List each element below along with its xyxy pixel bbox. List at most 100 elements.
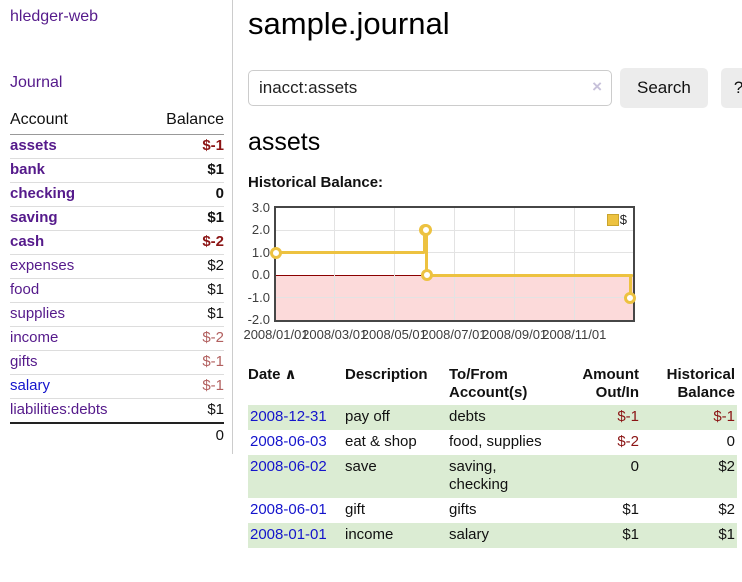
- y-axis-tick-label: -2.0: [247, 312, 270, 327]
- account-row: gifts $-1: [10, 350, 224, 375]
- help-button[interactable]: ?: [720, 68, 742, 108]
- account-name-cell: cash: [10, 230, 145, 255]
- gridline: [276, 297, 633, 299]
- transaction-date-link[interactable]: 2008-12-31: [250, 408, 327, 425]
- account-link[interactable]: liabilities:debts: [10, 401, 108, 418]
- account-link[interactable]: saving: [10, 209, 58, 226]
- register-balance: $2: [718, 501, 735, 518]
- account-name-cell: liabilities:debts: [10, 398, 145, 424]
- account-row: checking 0: [10, 182, 224, 207]
- y-axis-tick-label: -1.0: [247, 289, 270, 305]
- transaction-date-link[interactable]: 2008-06-01: [250, 501, 327, 518]
- account-row: income $-2: [10, 326, 224, 351]
- register-accounts: saving, checking: [449, 458, 509, 493]
- register-amount: $-1: [617, 408, 639, 425]
- gridline: [453, 208, 455, 320]
- account-link[interactable]: gifts: [10, 353, 38, 370]
- account-link[interactable]: bank: [10, 161, 46, 178]
- account-row: salary $-1: [10, 374, 224, 399]
- account-balance: $-1: [144, 350, 224, 375]
- account-balance: 0: [144, 182, 224, 207]
- transaction-date-link[interactable]: 2008-01-01: [250, 526, 327, 543]
- accounts-total-spacer: [10, 422, 145, 450]
- register-date-cell: 2008-12-31: [248, 405, 345, 430]
- account-heading: assets: [248, 128, 321, 156]
- x-axis-tick-label: 2008/05/01: [361, 327, 427, 342]
- data-point-marker[interactable]: [420, 269, 433, 282]
- account-link[interactable]: income: [10, 329, 59, 346]
- account-link[interactable]: supplies: [10, 305, 66, 322]
- account-link[interactable]: assets: [10, 137, 57, 154]
- register-accounts: gifts: [449, 501, 477, 518]
- search-input[interactable]: [248, 70, 612, 106]
- accounts-header-account: Account: [10, 109, 145, 135]
- register-row: 2008-06-01 gift gifts $1 $2: [248, 498, 737, 523]
- chart-legend: $: [606, 212, 627, 227]
- data-point-marker[interactable]: [270, 246, 282, 259]
- sidebar: hledger-web Journal Account Balance asse…: [0, 0, 233, 454]
- register-amount: $1: [622, 501, 639, 518]
- register-amount: $-2: [617, 433, 639, 450]
- register-date-cell: 2008-01-01: [248, 523, 345, 548]
- register-balance: 0: [726, 433, 735, 450]
- register-balance: $-1: [713, 408, 735, 425]
- register-table: Date ∧ Description To/From Account(s) Amo…: [248, 364, 737, 548]
- register-amount: $1: [622, 526, 639, 543]
- accounts-header-balance: Balance: [144, 109, 224, 135]
- register-description: pay off: [345, 408, 390, 425]
- account-row: supplies $1: [10, 302, 224, 327]
- chart-plot-area[interactable]: $: [270, 206, 636, 322]
- transaction-date-link[interactable]: 2008-06-02: [250, 458, 327, 475]
- account-balance: $-1: [144, 374, 224, 399]
- register-row: 2008-06-02 save saving, checking 0 $2: [248, 455, 737, 498]
- y-axis-tick-label: 0.0: [251, 267, 270, 283]
- register-header-accounts: To/From Account(s): [449, 366, 528, 401]
- historical-balance-chart: $ 3.0 2.0 1.0 0.0 -1.0 -2.0 2008/01/01 2008/03/…: [243, 200, 742, 344]
- account-link[interactable]: expenses: [10, 257, 75, 274]
- transaction-date-link[interactable]: 2008-06-03: [250, 433, 327, 450]
- app-brand-link[interactable]: hledger-web: [10, 8, 99, 25]
- x-axis-tick-label: 2008/09/01: [482, 327, 548, 342]
- account-row: cash $-2: [10, 230, 224, 255]
- account-name-cell: saving: [10, 206, 145, 231]
- account-balance: $1: [144, 302, 224, 327]
- account-balance: $1: [144, 158, 224, 183]
- account-balance: $1: [144, 206, 224, 231]
- series-line-segment: [276, 251, 425, 255]
- account-link[interactable]: checking: [10, 185, 76, 202]
- gridline: [276, 229, 633, 231]
- register-accounts: debts: [449, 408, 486, 425]
- account-link[interactable]: food: [10, 281, 40, 298]
- data-point-marker[interactable]: [419, 224, 432, 237]
- account-name-cell: assets: [10, 134, 145, 159]
- register-date-cell: 2008-06-02: [248, 455, 345, 498]
- search-bar: × Search ?: [248, 68, 742, 108]
- register-date-cell: 2008-06-01: [248, 498, 345, 523]
- register-header-date[interactable]: Date ∧: [248, 366, 297, 383]
- series-line-segment: [425, 230, 429, 276]
- account-link[interactable]: cash: [10, 233, 45, 250]
- legend-series-label: $: [619, 212, 627, 227]
- sidebar-item-journal[interactable]: Journal: [10, 74, 63, 91]
- account-row: expenses $2: [10, 254, 224, 279]
- register-description: income: [345, 526, 394, 543]
- chart-section-label: Historical Balance:: [248, 174, 384, 191]
- account-balance: $1: [144, 278, 224, 303]
- register-accounts: salary: [449, 526, 490, 543]
- data-point-marker[interactable]: [624, 291, 636, 304]
- register-header-balance: Historical Balance: [666, 366, 735, 401]
- accounts-total-row: 0: [10, 422, 224, 450]
- main-content: sample.journal × Search ? assets Histori…: [243, 0, 742, 548]
- search-button[interactable]: Search: [620, 68, 708, 108]
- register-amount: 0: [630, 458, 639, 475]
- account-link[interactable]: salary: [10, 377, 51, 394]
- account-name-cell: expenses: [10, 254, 145, 279]
- sort-ascending-icon: ∧: [284, 366, 297, 383]
- register-header-amount: Amount Out/In: [582, 366, 639, 401]
- account-row: saving $1: [10, 206, 224, 231]
- accounts-total-value: 0: [144, 422, 224, 450]
- gridline: [573, 208, 575, 320]
- series-line-segment: [423, 230, 427, 253]
- clear-search-icon[interactable]: ×: [592, 77, 602, 96]
- series-line-segment: [628, 275, 632, 298]
